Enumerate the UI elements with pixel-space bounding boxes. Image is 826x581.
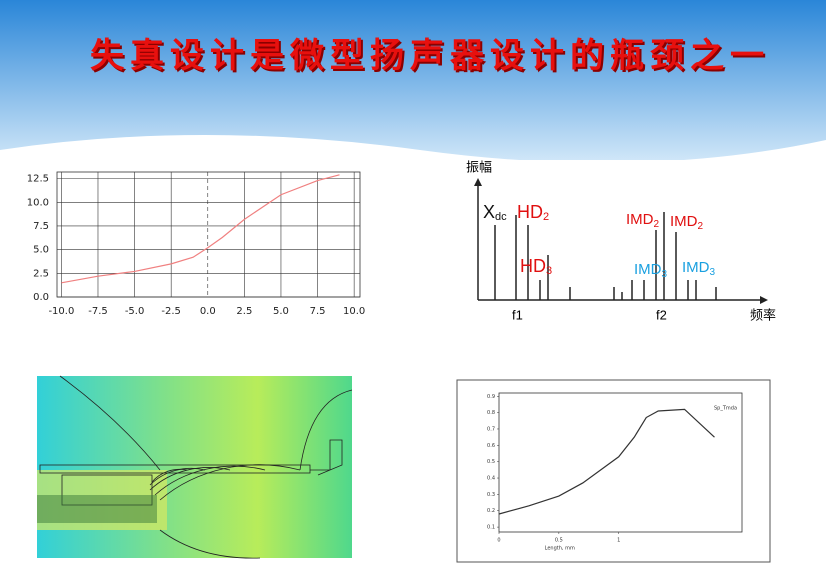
spectrum-diagram: 振幅 频率 f1 f2 Xdc HD2 HD3 IMD2 IMD2 IMD3 I… — [466, 159, 776, 322]
x-axis-label: 频率 — [750, 307, 776, 322]
label: Xdc — [483, 202, 507, 223]
y-tick-label: 0.8 — [487, 410, 495, 416]
transfer-chart: -10.0 -7.5 -5.0 -2.5 0.0 2.5 5.0 7.5 10.0 0.0 2.5 5… — [27, 171, 365, 317]
x-tick-label: -2.5 — [161, 306, 181, 317]
title: 失真设计是微型扬声器设计的瓶颈之一 — [90, 36, 770, 76]
x-axis-label: Length, mm — [545, 546, 575, 552]
y-tick-label: 0.0 — [33, 292, 49, 303]
y-tick-label: 0.3 — [487, 492, 495, 498]
label: IMD2 — [626, 211, 660, 230]
length-chart: 0 0.5 1 0.1 0.2 0.3 0.4 0.5 0.6 0.7 0.8 0.9 Length, … — [487, 392, 743, 552]
y-tick-label: 0.5 — [487, 459, 495, 465]
legend-label: Sp_Tmda — [714, 406, 737, 412]
label: IMD3 — [634, 261, 668, 280]
x-tick-label: 1 — [617, 538, 620, 544]
x-tick-label: 0 — [497, 538, 500, 544]
x-tick-label: 10.0 — [343, 306, 365, 317]
label: HD3 — [520, 256, 552, 277]
y-tick-label: 5.0 — [33, 245, 49, 256]
x-tick-label: 5.0 — [273, 306, 289, 317]
marker: f1 — [512, 307, 523, 322]
y-tick-label: 0.2 — [487, 508, 495, 514]
fem-field-image — [37, 375, 353, 559]
title-shadow: 失真设计是微型扬声器设计的瓶颈之一 — [92, 38, 772, 78]
header-wave — [0, 135, 826, 170]
x-tick-label: -10.0 — [48, 306, 74, 317]
y-axis-label: 振幅 — [466, 159, 492, 174]
label: IMD3 — [682, 259, 716, 278]
y-tick-label: 0.4 — [487, 476, 495, 482]
label: IMD2 — [670, 213, 704, 232]
y-tick-label: 0.6 — [487, 443, 495, 449]
y-tick-label: 10.0 — [27, 197, 49, 208]
x-tick-label: 2.5 — [236, 306, 252, 317]
x-tick-label: 7.5 — [310, 306, 326, 317]
y-tick-label: 2.5 — [33, 268, 49, 279]
x-tick-label: 0.5 — [555, 538, 563, 544]
marker: f2 — [656, 307, 667, 322]
y-tick-label: 7.5 — [33, 221, 49, 232]
x-tick-label: -5.0 — [125, 306, 145, 317]
label: HD2 — [517, 202, 549, 223]
x-tick-label: -7.5 — [88, 306, 108, 317]
y-tick-label: 0.9 — [487, 394, 495, 400]
header-band — [0, 0, 826, 160]
data-line — [498, 408, 715, 515]
y-tick-label: 12.5 — [27, 174, 49, 185]
x-tick-label: 0.0 — [200, 306, 216, 317]
y-tick-label: 0.7 — [487, 426, 495, 432]
y-tick-label: 0.1 — [487, 525, 495, 531]
data-line — [61, 174, 340, 284]
plot-frame — [498, 392, 743, 533]
